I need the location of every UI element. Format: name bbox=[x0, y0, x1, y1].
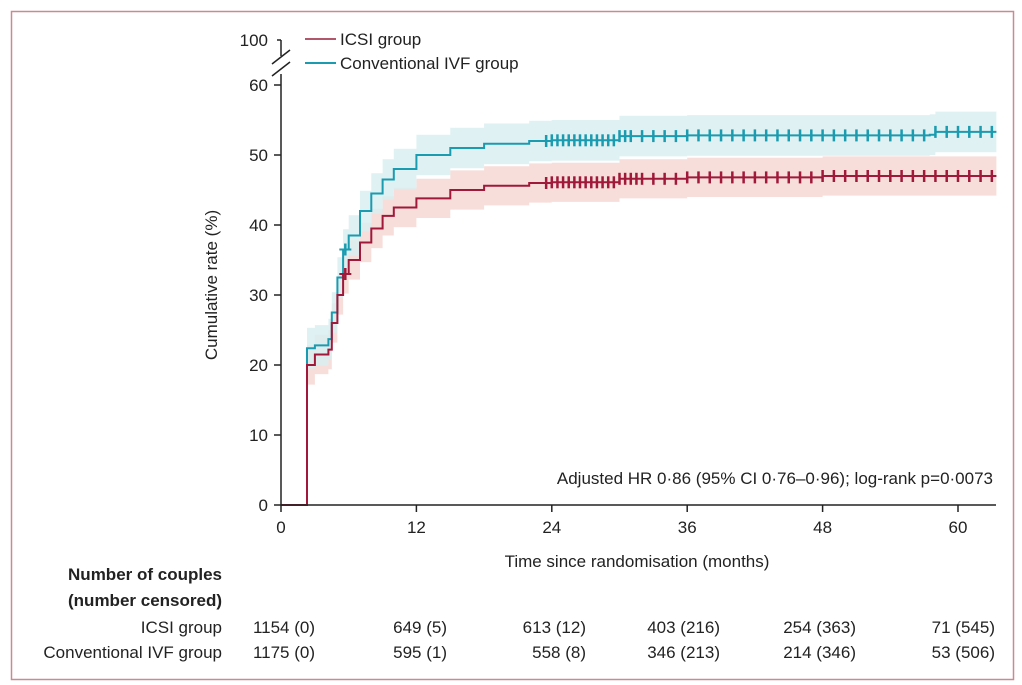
y-tick-label: 50 bbox=[249, 146, 268, 165]
y-tick-label: 20 bbox=[249, 356, 268, 375]
ci-band-icsi bbox=[307, 156, 997, 385]
legend: ICSI group Conventional IVF group bbox=[305, 30, 519, 73]
x-tick-label: 24 bbox=[542, 518, 561, 537]
risk-table: Number of couples (number censored) ICSI… bbox=[43, 565, 995, 662]
y-tick-label: 40 bbox=[249, 216, 268, 235]
risk-row-label: Conventional IVF group bbox=[43, 643, 222, 662]
y-tick-label: 100 bbox=[240, 31, 268, 50]
x-tick-label: 60 bbox=[949, 518, 968, 537]
risk-table-title: Number of couples bbox=[68, 565, 222, 584]
axis-break-mark bbox=[271, 61, 291, 77]
x-axis-label: Time since randomisation (months) bbox=[505, 552, 770, 571]
y-axis-label: Cumulative rate (%) bbox=[202, 210, 221, 360]
risk-cell: 403 (216) bbox=[647, 618, 720, 637]
risk-row-label: ICSI group bbox=[141, 618, 222, 637]
risk-cell: 1154 (0) bbox=[253, 618, 315, 637]
legend-label-icsi: ICSI group bbox=[340, 30, 421, 49]
x-tick-label: 12 bbox=[407, 518, 426, 537]
figure-frame bbox=[10, 10, 1015, 681]
risk-table-subtitle: (number censored) bbox=[68, 591, 222, 610]
legend-label-ivf: Conventional IVF group bbox=[340, 54, 519, 73]
y-tick-label: 60 bbox=[249, 76, 268, 95]
risk-cell: 558 (8) bbox=[532, 643, 586, 662]
hr-annotation: Adjusted HR 0·86 (95% CI 0·76–0·96); log… bbox=[557, 469, 993, 488]
risk-cell: 254 (363) bbox=[783, 618, 856, 637]
y-tick-label: 10 bbox=[249, 426, 268, 445]
risk-cell: 71 (545) bbox=[932, 618, 995, 637]
risk-cell: 595 (1) bbox=[393, 643, 447, 662]
x-tick-label: 36 bbox=[678, 518, 697, 537]
risk-cell: 346 (213) bbox=[647, 643, 720, 662]
ci-band-ivf bbox=[307, 111, 997, 369]
risk-cell: 53 (506) bbox=[932, 643, 995, 662]
y-tick-label: 0 bbox=[259, 496, 268, 515]
y-tick-label: 30 bbox=[249, 286, 268, 305]
axis-break-mark bbox=[271, 49, 291, 65]
x-tick-label: 48 bbox=[813, 518, 832, 537]
risk-cell: 214 (346) bbox=[783, 643, 856, 662]
risk-cell: 1175 (0) bbox=[253, 643, 315, 662]
risk-cell: 613 (12) bbox=[523, 618, 586, 637]
x-tick-label: 0 bbox=[276, 518, 285, 537]
risk-cell: 649 (5) bbox=[393, 618, 447, 637]
